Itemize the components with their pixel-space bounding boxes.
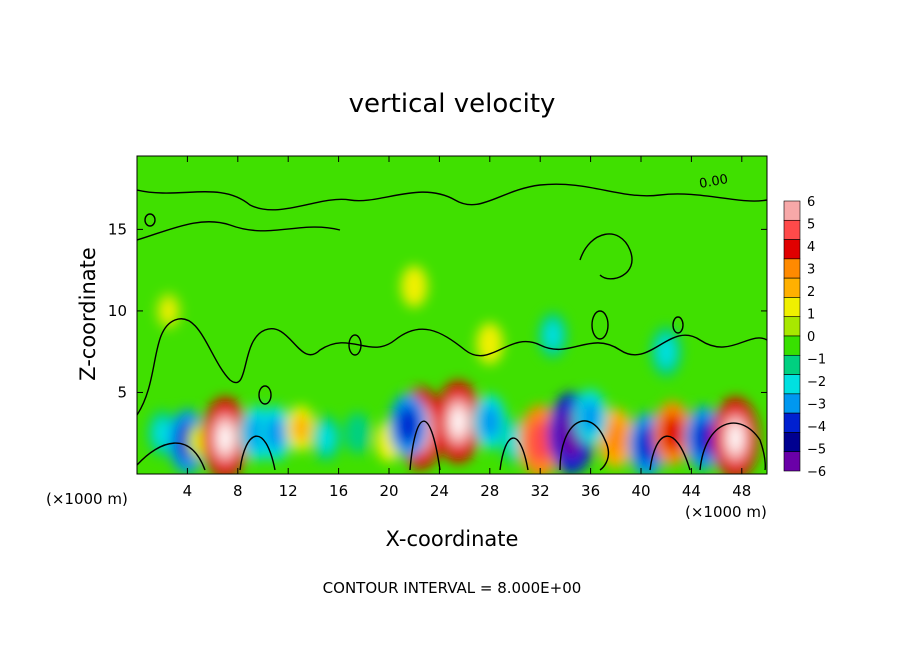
velocity-cell-core bbox=[265, 416, 286, 450]
x-tick-label: 12 bbox=[279, 482, 298, 500]
y-tick-label: 5 bbox=[117, 383, 127, 401]
x-tick-label: 32 bbox=[531, 482, 550, 500]
x-axis-label: X-coordinate bbox=[386, 527, 519, 551]
colorbar-swatch bbox=[783, 374, 801, 395]
y-tick-label: 10 bbox=[108, 302, 127, 320]
velocity-cell-core bbox=[605, 420, 627, 456]
plot-area: 0.00 bbox=[136, 155, 768, 475]
contour-line bbox=[137, 442, 206, 471]
velocity-cell-peak bbox=[218, 423, 232, 453]
x-tick-label: 28 bbox=[480, 482, 499, 500]
velocity-cell-core bbox=[406, 274, 423, 299]
x-tick-label: 20 bbox=[379, 482, 398, 500]
velocity-cell-core bbox=[527, 419, 553, 464]
velocity-cell-core bbox=[481, 331, 498, 356]
colorbar-label: −4 bbox=[807, 420, 826, 435]
contour-line bbox=[409, 420, 441, 471]
velocity-cell-core bbox=[349, 420, 366, 446]
x-tick-label: 16 bbox=[329, 482, 348, 500]
colorbar-swatch bbox=[783, 451, 801, 472]
velocity-cell-core bbox=[161, 299, 176, 323]
contour-line bbox=[239, 435, 276, 471]
contour-line bbox=[579, 233, 633, 280]
chart-title: vertical velocity bbox=[349, 89, 556, 119]
colorbar-swatch bbox=[783, 393, 801, 414]
velocity-cell-core bbox=[396, 405, 420, 445]
velocity-cell-core bbox=[292, 414, 310, 443]
x-tick-label: 36 bbox=[581, 482, 600, 500]
contour-line bbox=[137, 183, 767, 211]
colorbar-label: −1 bbox=[807, 353, 826, 368]
contour-value-label: 0.00 bbox=[698, 172, 729, 192]
contour-line bbox=[499, 437, 529, 471]
zero-contours bbox=[137, 183, 767, 471]
colorbar-label: −3 bbox=[807, 398, 826, 413]
colorbar-swatch bbox=[783, 354, 801, 375]
velocity-cell-peak bbox=[451, 407, 465, 437]
colorbar-label: −2 bbox=[807, 375, 826, 390]
x-tick-label: 48 bbox=[732, 482, 751, 500]
colorbar-swatch bbox=[783, 297, 801, 318]
velocity-cell-core bbox=[317, 424, 335, 452]
contour-line bbox=[137, 318, 767, 416]
contour-interval-note: CONTOUR INTERVAL = 8.000E+00 bbox=[323, 579, 582, 597]
colorbar-label: 5 bbox=[807, 218, 815, 233]
colorbar: 6 5 4 3 2 1 0 −1 −2 −3 −4 −5 −6 bbox=[783, 195, 826, 480]
contour-loop bbox=[348, 334, 362, 356]
colorbar-swatch bbox=[783, 412, 801, 433]
colorbar-swatch bbox=[783, 200, 801, 221]
colorbar-swatch bbox=[783, 258, 801, 279]
contour-loop bbox=[672, 316, 684, 334]
colorbar-label: 0 bbox=[807, 330, 815, 345]
x-tick-label: 40 bbox=[631, 482, 650, 500]
colorbar-swatch bbox=[783, 335, 801, 356]
contour-loop bbox=[258, 385, 272, 405]
x-tick-label: 8 bbox=[233, 482, 243, 500]
colorbar-swatch bbox=[783, 219, 801, 240]
colorbar-label: −5 bbox=[807, 443, 826, 458]
plot-frame bbox=[136, 155, 768, 475]
colorbar-swatch bbox=[783, 432, 801, 453]
y-tick-label: 15 bbox=[108, 220, 127, 238]
x-tick-label: 24 bbox=[430, 482, 449, 500]
colorbar-swatch bbox=[783, 316, 801, 337]
colorbar-label: 3 bbox=[807, 263, 815, 278]
colorbar-label: 2 bbox=[807, 285, 815, 300]
colorbar-swatch bbox=[783, 239, 801, 260]
velocity-cell-core bbox=[479, 405, 500, 439]
contour-line bbox=[559, 420, 610, 471]
x-axis: 4 8 12 16 20 24 28 32 36 40 44 48 bbox=[183, 156, 751, 500]
colorbar-label: 1 bbox=[807, 308, 815, 323]
velocity-cell-core bbox=[506, 427, 524, 456]
y-axis-label: Z-coordinate bbox=[76, 247, 100, 381]
x-unit-right: (×1000 m) bbox=[685, 503, 767, 521]
velocity-cell-peak bbox=[729, 423, 742, 453]
contour-line bbox=[137, 221, 341, 241]
colorbar-label: −6 bbox=[807, 465, 826, 480]
colorbar-swatch bbox=[783, 277, 801, 298]
colorbar-label: 6 bbox=[807, 195, 815, 210]
contour-line bbox=[699, 422, 766, 471]
y-axis: 5 10 15 bbox=[108, 220, 767, 401]
velocity-cell-core bbox=[153, 419, 171, 448]
x-unit-left: (×1000 m) bbox=[46, 490, 128, 508]
x-tick-label: 4 bbox=[183, 482, 193, 500]
contour-loop bbox=[591, 310, 609, 340]
colorbar-label: 4 bbox=[807, 240, 815, 255]
contour-line bbox=[649, 435, 691, 471]
x-tick-label: 44 bbox=[682, 482, 701, 500]
contour-loop bbox=[144, 213, 156, 227]
velocity-cell-core bbox=[544, 321, 562, 350]
velocity-cell-core bbox=[692, 418, 716, 458]
